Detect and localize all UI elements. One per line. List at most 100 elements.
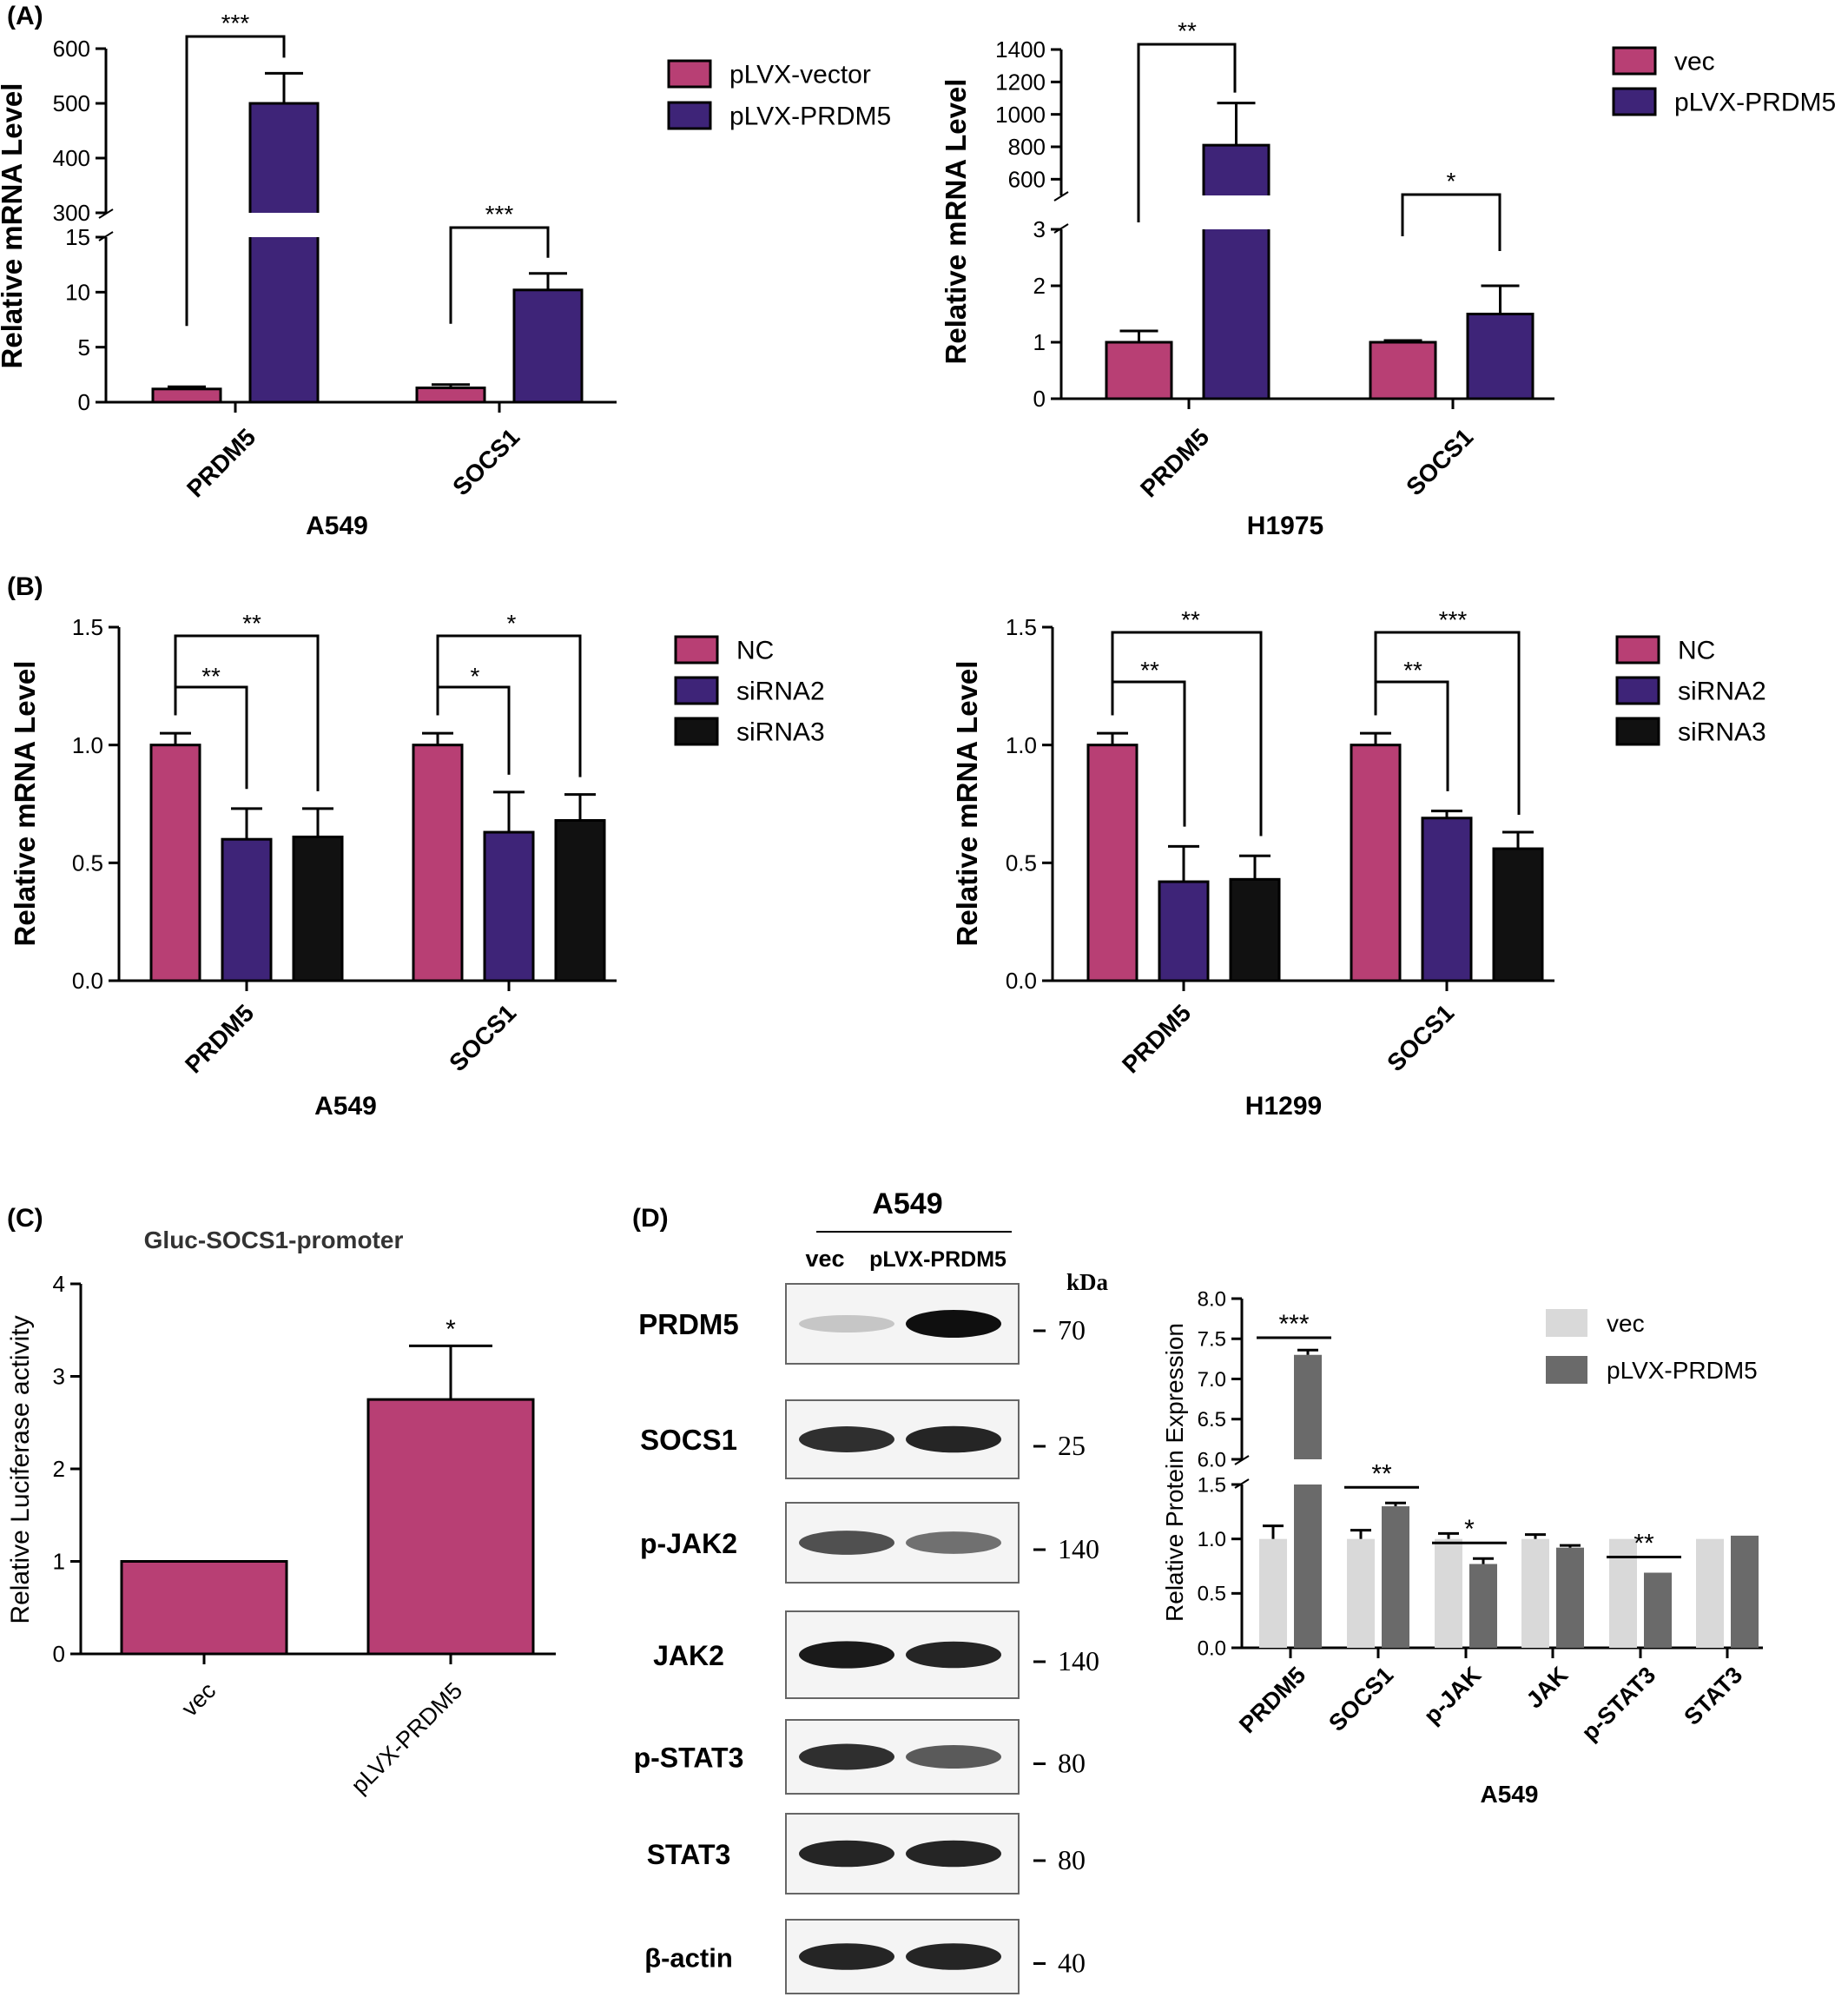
x-axis-label: H1299 (1245, 1092, 1322, 1121)
y-tick-label: 1200 (995, 69, 1046, 95)
y-tick-label: 0.5 (1006, 850, 1037, 876)
y-tick-label: 1 (1033, 329, 1046, 355)
legend-label: pLVX-vector (729, 61, 871, 89)
y-tick-label: 800 (1008, 134, 1046, 160)
bar-siRNA3 (554, 818, 606, 982)
y-tick-label: 8.0 (1198, 1287, 1226, 1311)
bar-vec (1609, 1538, 1637, 1648)
bar-NC (149, 744, 201, 982)
legend-swatch (1612, 46, 1657, 76)
bar-siRNA2 (221, 837, 273, 982)
y-tick-label: 0.0 (72, 968, 103, 994)
protein-label: JAK2 (653, 1640, 724, 1671)
significance-label: ** (1371, 1459, 1392, 1488)
legend-label: NC (736, 637, 774, 665)
legend-swatch (674, 676, 719, 705)
bar-break-gap (248, 213, 320, 237)
significance-label: ** (1181, 606, 1200, 633)
y-tick-label: 1.5 (1198, 1473, 1226, 1497)
y-tick-label: 500 (53, 90, 90, 116)
y-tick-label: 0.5 (1198, 1583, 1226, 1606)
blot-band (799, 1314, 894, 1333)
legend-swatch (1546, 1309, 1587, 1337)
blot-band (906, 1840, 1001, 1868)
significance-bracket (449, 226, 550, 324)
western-blot: A549 vec pLVX-PRDM5 kDa PRDM5 70 SOCS1 25 p-JAK2… (634, 1187, 1109, 1994)
bar-pLVX-PRDM5 (1466, 313, 1534, 400)
chart-B1: 0.0 0.5 1.0 1.5 Relative mRNA Level PRDM5 SOCS… (9, 610, 825, 1121)
blot-band (799, 1641, 894, 1669)
kda-value: 80 (1058, 1844, 1086, 1875)
significance-label: ** (1403, 657, 1422, 684)
bar-vec (120, 1560, 288, 1656)
legend-label: pLVX-PRDM5 (729, 102, 891, 131)
x-axis-label: A549 (314, 1092, 377, 1121)
legend-swatch (667, 101, 712, 130)
bar-siRNA3 (292, 835, 344, 982)
legend-swatch (1615, 635, 1660, 665)
bar-NC (412, 744, 464, 982)
blot-band (799, 1531, 894, 1555)
blot-band (906, 1531, 1001, 1554)
kda-value: 70 (1058, 1314, 1086, 1346)
axis-break-mark (1234, 1455, 1250, 1465)
legend-swatch (667, 59, 712, 89)
bar-siRNA2 (483, 830, 535, 982)
bar-vec (1435, 1538, 1462, 1648)
legend-label: vec (1607, 1310, 1645, 1337)
blot-band (799, 1943, 894, 1970)
y-tick-label: 3 (1033, 216, 1046, 242)
x-tick-label: PRDM5 (180, 999, 259, 1078)
bar-pLVX-PRDM5 (1202, 143, 1270, 400)
x-tick-label: vec (176, 1677, 221, 1722)
significance-label: * (1464, 1515, 1475, 1544)
legend-swatch (1546, 1356, 1587, 1384)
kda-value: 140 (1058, 1645, 1099, 1676)
x-tick-label: SOCS1 (1401, 423, 1478, 500)
blot-band (906, 1310, 1001, 1338)
y-tick-label: 6.5 (1198, 1408, 1226, 1432)
x-tick-label: pLVX-PRDM5 (346, 1677, 468, 1799)
x-tick-label: p-JAK (1419, 1662, 1487, 1729)
bar-pLVX-PRDM5 (1469, 1564, 1497, 1648)
x-axis-label: A549 (1481, 1781, 1539, 1808)
y-tick-label: 2 (1033, 273, 1046, 299)
legend-label: siRNA3 (736, 718, 825, 747)
significance-label: ** (1634, 1530, 1654, 1558)
bar-vec (1347, 1538, 1375, 1648)
significance-bracket (1137, 43, 1237, 222)
y-axis-label: Relative Protein Expression (1161, 1323, 1188, 1622)
legend-swatch (674, 635, 719, 665)
bar-pLVX-vector (151, 387, 222, 404)
chart-B2: 0.0 0.5 1.0 1.5 Relative mRNA Level PRDM5 SOCS… (951, 606, 1766, 1121)
significance-label: * (471, 663, 480, 690)
significance-label: ** (1178, 17, 1197, 44)
x-tick-label: PRDM5 (182, 423, 261, 502)
significance-label: ** (242, 610, 261, 637)
significance-label: *** (1439, 606, 1468, 633)
legend-label: pLVX-PRDM5 (1607, 1357, 1758, 1384)
bar-NC (1350, 744, 1402, 982)
significance-label: *** (1278, 1310, 1309, 1339)
x-axis-label: H1975 (1247, 512, 1323, 540)
bar-pLVX-vector (415, 387, 486, 404)
axis-break-mark (98, 208, 114, 219)
significance-bracket (1374, 631, 1521, 816)
y-axis-label: Relative mRNA Level (0, 83, 28, 369)
significance-label: * (507, 610, 517, 637)
bar-vec (1696, 1538, 1724, 1648)
legend-label: siRNA2 (1678, 678, 1766, 706)
kda-value: 80 (1058, 1748, 1086, 1779)
y-tick-label: 1.0 (1198, 1528, 1226, 1551)
y-axis-label: Relative mRNA Level (951, 661, 983, 947)
legend-label: NC (1678, 637, 1715, 665)
significance-label: *** (485, 201, 514, 228)
y-tick-label: 7.5 (1198, 1328, 1226, 1352)
bar-vec (1105, 341, 1173, 400)
panel-label-a: (A) (7, 2, 43, 30)
legend-swatch (674, 717, 719, 746)
legend-label: siRNA2 (736, 678, 825, 706)
y-tick-label: 0 (53, 1641, 65, 1667)
y-tick-label: 10 (65, 279, 90, 305)
